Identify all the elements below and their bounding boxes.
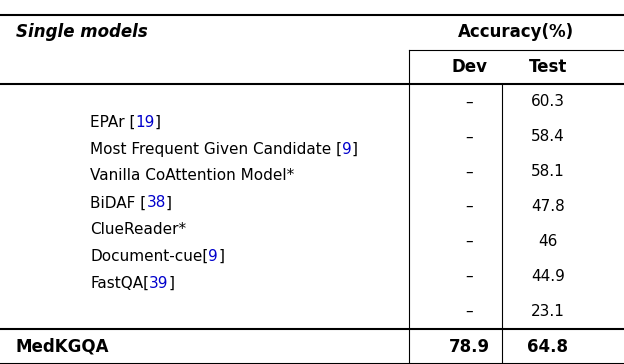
Text: ]: ] [352,142,358,157]
Text: ]: ] [155,115,161,130]
Text: –: – [466,129,473,145]
Text: BiDAF [: BiDAF [ [90,195,147,210]
Text: Vanilla CoAttention Model*: Vanilla CoAttention Model* [90,169,295,183]
Text: 58.4: 58.4 [531,129,565,145]
Text: 47.8: 47.8 [531,199,565,214]
Text: Test: Test [529,58,567,76]
Text: –: – [466,234,473,249]
Text: Single models: Single models [16,23,147,41]
Text: 64.8: 64.8 [527,337,568,356]
Text: Document-cue[: Document-cue[ [90,249,208,264]
Text: –: – [466,269,473,284]
Text: FastQA[: FastQA[ [90,276,149,291]
Text: 39: 39 [149,276,168,291]
Text: 78.9: 78.9 [449,337,490,356]
Text: 58.1: 58.1 [531,164,565,179]
Text: 9: 9 [208,249,218,264]
Text: EPAr [: EPAr [ [90,115,135,130]
Text: –: – [466,199,473,214]
Text: 23.1: 23.1 [531,304,565,319]
Text: 19: 19 [135,115,155,130]
Text: ]: ] [218,249,224,264]
Text: 44.9: 44.9 [531,269,565,284]
Text: 60.3: 60.3 [531,94,565,110]
Text: –: – [466,164,473,179]
Text: 46: 46 [538,234,558,249]
Text: ClueReader*: ClueReader* [90,222,186,237]
Text: –: – [466,94,473,110]
Text: ]: ] [166,195,172,210]
Text: Most Frequent Given Candidate [: Most Frequent Given Candidate [ [90,142,342,157]
Text: MedKGQA: MedKGQA [16,337,109,356]
Text: 38: 38 [147,195,166,210]
Text: Accuracy(%): Accuracy(%) [458,23,575,41]
Text: 9: 9 [342,142,352,157]
Text: –: – [466,304,473,319]
Text: Dev: Dev [451,58,487,76]
Text: ]: ] [168,276,175,291]
